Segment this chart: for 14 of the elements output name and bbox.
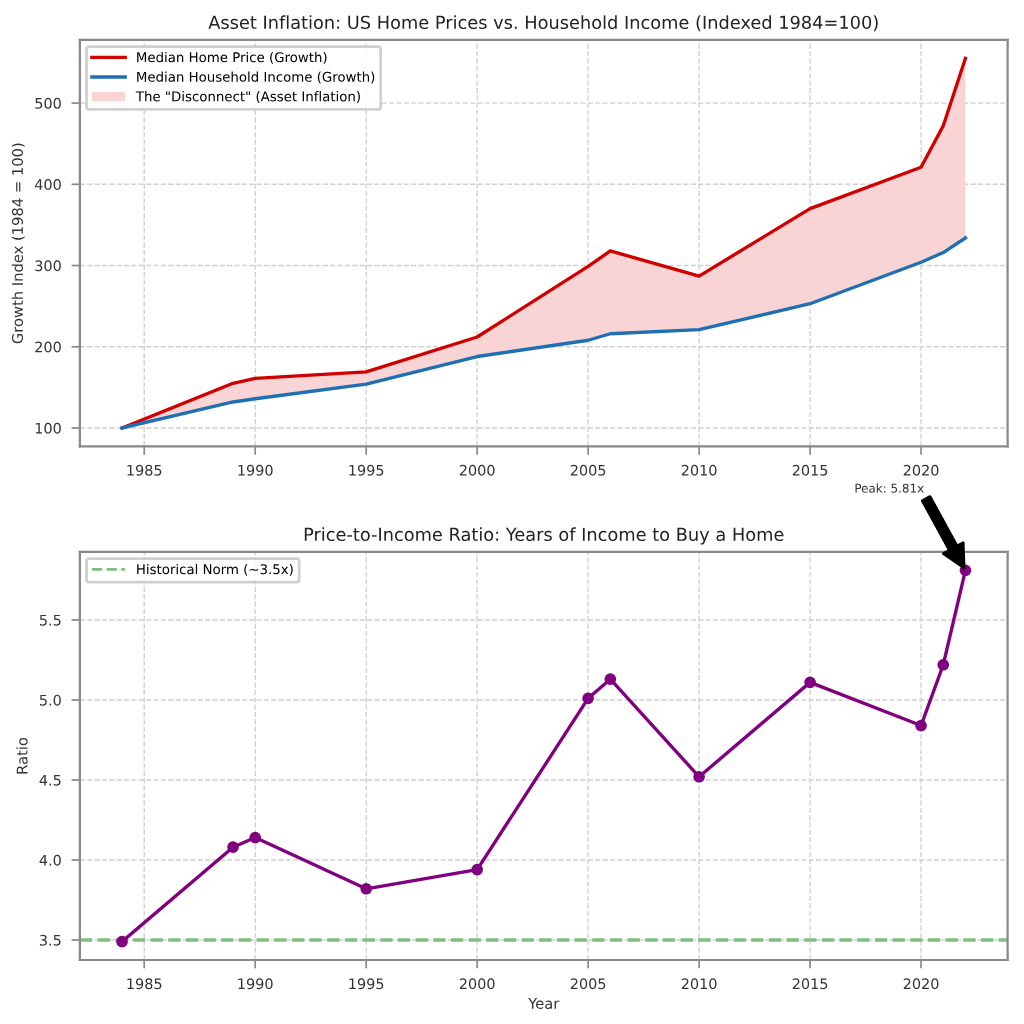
point	[915, 719, 927, 732]
chart-title: Price-to-Income Ratio: Years of Income to Buy a Home	[304, 527, 784, 545]
point	[227, 841, 239, 854]
point	[360, 882, 373, 895]
point	[249, 831, 262, 844]
line-series	[120, 236, 968, 430]
point	[116, 935, 128, 948]
point	[693, 770, 705, 783]
point	[582, 692, 594, 705]
point	[937, 658, 950, 671]
point	[804, 676, 816, 689]
chart-title: Asset Inflation: US Home Prices vs. Household Income (Indexed 1984=100)	[208, 15, 878, 32]
point	[471, 863, 483, 876]
point	[604, 673, 617, 685]
